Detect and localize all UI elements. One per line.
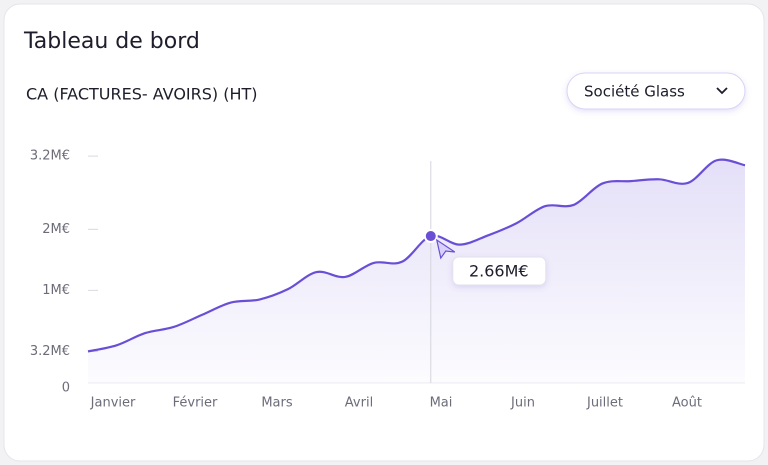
chevron[interactable]	[716, 87, 728, 95]
dropdown-label[interactable]: Société Glass	[584, 83, 685, 101]
line	[87, 158, 746, 353]
tooltip-label: 2.66M€	[469, 262, 529, 281]
x-tick-label: Mai	[430, 396, 453, 411]
y-tick-label: 3.2M€	[30, 149, 70, 164]
x-tick-label: Juillet	[586, 396, 623, 411]
y-tick-label: 3.2M€	[30, 344, 70, 359]
y-tick-label: 0	[62, 381, 70, 396]
cursor	[435, 238, 456, 260]
y-tick-label: 1M€	[42, 283, 70, 298]
dropdown-box[interactable]	[566, 72, 746, 110]
x-tick-label: Juin	[510, 396, 535, 411]
x-tick-label: Avril	[345, 396, 373, 411]
area	[88, 159, 745, 383]
y-tick-label: 2M€	[42, 222, 70, 237]
tooltip-box	[452, 256, 547, 286]
x-tick-label: Mars	[261, 396, 293, 411]
page-title: Tableau de bord	[23, 29, 200, 54]
highlight-point	[423, 229, 438, 244]
chart-title: CA (FACTURES- AVOIRS) (HT)	[26, 85, 258, 104]
dropdown[interactable]: Société Glass	[566, 72, 746, 110]
x-tick-label: Février	[173, 396, 218, 411]
x-tick-label: Janvier	[90, 396, 136, 411]
x-tick-label: Août	[672, 396, 702, 411]
